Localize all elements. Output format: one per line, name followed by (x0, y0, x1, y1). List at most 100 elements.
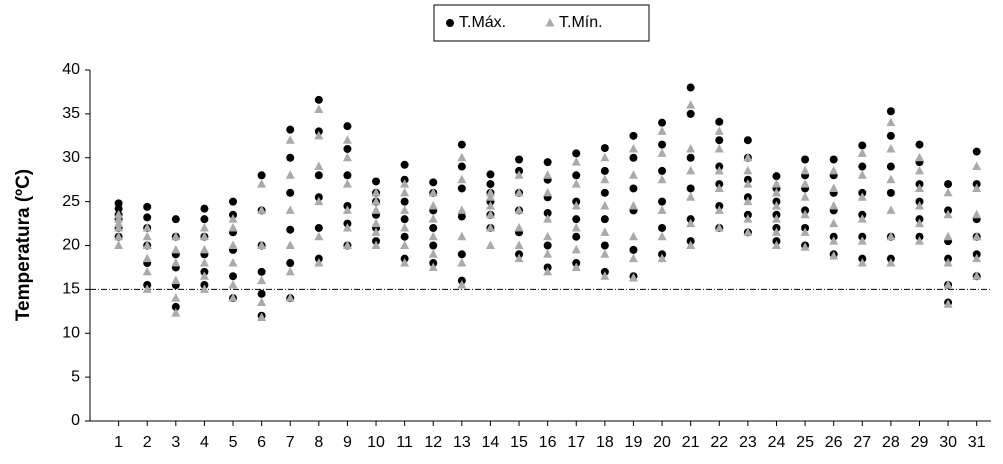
legend-label: T.Máx. (459, 14, 506, 31)
point (600, 241, 609, 250)
point (429, 241, 438, 250)
point (514, 187, 524, 197)
point (142, 240, 152, 249)
point (829, 155, 838, 164)
legend-marker (446, 19, 454, 27)
point (286, 259, 295, 268)
x-tick-label: 1 (114, 434, 123, 451)
point (800, 192, 810, 201)
point (343, 144, 352, 153)
point (228, 214, 238, 223)
point (543, 214, 553, 223)
point (972, 147, 981, 156)
point (914, 201, 924, 210)
point (829, 218, 839, 228)
point (801, 155, 810, 164)
legend-marker (545, 18, 555, 27)
point (199, 284, 209, 293)
point (543, 209, 552, 218)
point (629, 153, 638, 162)
point (943, 187, 953, 197)
point (858, 141, 867, 150)
x-tick-label: 6 (257, 434, 266, 451)
point (543, 158, 552, 167)
point (514, 240, 524, 249)
point (543, 231, 553, 241)
x-tick-label: 15 (510, 434, 528, 451)
point (199, 258, 209, 267)
point (486, 170, 495, 179)
point (114, 209, 124, 219)
x-tick-label: 3 (171, 434, 180, 451)
point (629, 131, 638, 140)
point (743, 214, 753, 223)
x-tick-label: 21 (682, 434, 700, 451)
point (343, 122, 352, 131)
point (199, 222, 209, 232)
point (628, 231, 638, 241)
point (171, 308, 181, 317)
x-tick-label: 31 (968, 434, 986, 451)
point (658, 197, 667, 206)
point (543, 187, 553, 197)
point (715, 136, 724, 145)
point (457, 250, 466, 259)
point (485, 240, 495, 249)
point (686, 83, 695, 92)
x-tick-label: 23 (739, 434, 757, 451)
point (886, 258, 896, 267)
point (600, 215, 609, 224)
point (800, 179, 810, 188)
point (571, 179, 581, 188)
point (371, 187, 381, 197)
point (400, 215, 409, 224)
x-tick-label: 29 (911, 434, 929, 451)
point (600, 144, 609, 153)
point (572, 171, 581, 180)
x-tick-label: 24 (768, 434, 786, 451)
point (886, 205, 896, 214)
point (457, 258, 467, 267)
x-tick-label: 8 (314, 434, 323, 451)
point (543, 170, 553, 179)
point (485, 187, 495, 197)
point (628, 143, 638, 153)
point (457, 231, 467, 241)
point (914, 236, 924, 245)
point (858, 162, 867, 171)
point (714, 126, 724, 135)
point (229, 197, 238, 206)
point (657, 205, 667, 214)
point (571, 244, 581, 254)
point (600, 271, 610, 280)
point (714, 205, 724, 214)
point (314, 223, 323, 232)
point (314, 258, 324, 267)
point (943, 279, 953, 289)
point (457, 140, 466, 149)
point (743, 136, 752, 145)
x-tick-label: 22 (710, 434, 728, 451)
point (286, 188, 295, 197)
point (886, 162, 895, 171)
point (143, 213, 152, 222)
point (658, 166, 667, 175)
point (457, 174, 467, 184)
point (371, 218, 381, 228)
point (428, 249, 438, 258)
point (972, 161, 982, 171)
x-tick-label: 27 (853, 434, 871, 451)
point (400, 187, 410, 197)
point (485, 209, 495, 219)
point (457, 279, 467, 289)
x-tick-label: 19 (625, 434, 643, 451)
point (257, 312, 267, 321)
point (400, 258, 410, 267)
point (257, 267, 266, 276)
point (915, 140, 924, 149)
point (771, 214, 781, 223)
point (200, 204, 209, 213)
point (571, 201, 581, 210)
point (886, 131, 895, 140)
point (800, 165, 810, 175)
